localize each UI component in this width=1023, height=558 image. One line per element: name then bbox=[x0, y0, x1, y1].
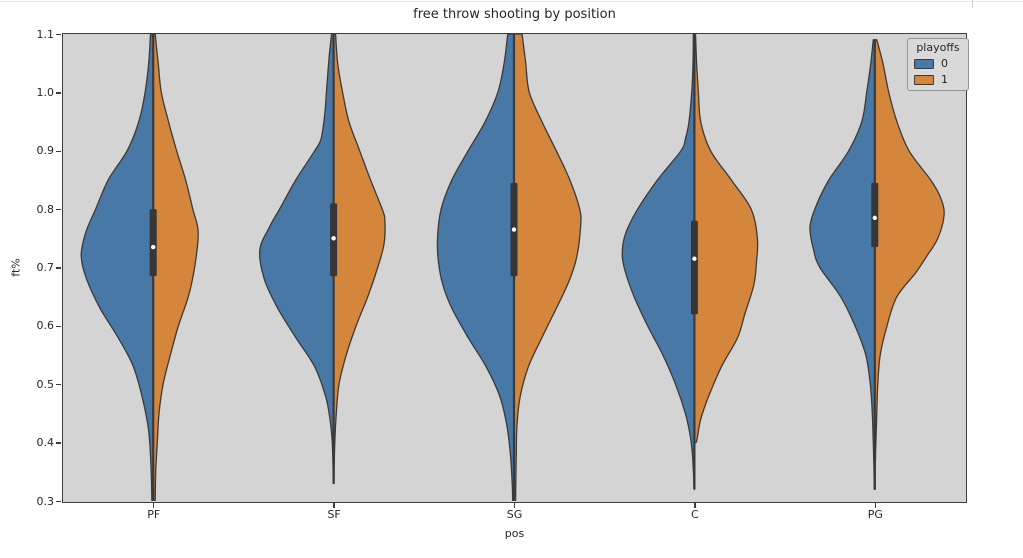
y-tick-label: 0.7 bbox=[36, 261, 55, 274]
y-tick-label: 0.3 bbox=[36, 494, 55, 508]
x-axis-label: pos bbox=[504, 527, 525, 540]
median-dot-PF bbox=[151, 244, 156, 250]
violin-SG-left bbox=[436, 34, 515, 501]
chart-title: free throw shooting by position bbox=[413, 7, 616, 22]
median-dot-SF bbox=[331, 236, 336, 241]
legend-entry-1: 1 bbox=[914, 73, 962, 86]
x-tick-mark bbox=[513, 503, 516, 508]
iqr-box-PF bbox=[149, 209, 157, 277]
window-edge-mark bbox=[972, 0, 973, 8]
iqr-box-PG bbox=[871, 182, 879, 248]
x-tick-mark bbox=[874, 503, 876, 508]
x-tick-mark bbox=[153, 503, 155, 508]
x-tick-label: PF bbox=[147, 508, 161, 521]
iqr-box-C bbox=[690, 220, 698, 315]
y-tick-label: 0.8 bbox=[36, 202, 55, 216]
y-tick-label: 0.6 bbox=[36, 319, 55, 333]
plot-area bbox=[62, 33, 967, 503]
y-axis-label: ft% bbox=[9, 258, 23, 277]
y-tick-label: 0.9 bbox=[36, 144, 55, 158]
whisker-line-PG bbox=[873, 39, 876, 490]
y-tick-mark bbox=[56, 208, 61, 211]
y-tick-mark bbox=[56, 150, 61, 152]
violin-PG-right bbox=[874, 39, 945, 490]
y-tick-mark bbox=[56, 384, 61, 386]
y-tick-mark bbox=[56, 267, 61, 269]
legend: playoffs 0 1 bbox=[907, 38, 969, 91]
x-tick-label: SG bbox=[506, 508, 523, 521]
x-tick-label: SF bbox=[327, 508, 341, 521]
violin-PF-right bbox=[152, 34, 199, 501]
x-tick-mark bbox=[694, 503, 696, 508]
legend-label-1: 1 bbox=[941, 73, 948, 86]
window-top-border bbox=[0, 1, 1023, 2]
violin-C-left bbox=[621, 34, 696, 490]
legend-swatch-orange bbox=[914, 74, 934, 85]
legend-title: playoffs bbox=[916, 41, 960, 54]
median-dot-C bbox=[692, 256, 697, 261]
legend-entry-0: 0 bbox=[914, 57, 962, 70]
x-tick-mark bbox=[333, 503, 335, 508]
violin-PG-left bbox=[809, 39, 876, 490]
violin-C-right bbox=[693, 34, 759, 444]
median-dot-PG bbox=[872, 215, 877, 221]
y-tick-mark bbox=[56, 325, 61, 328]
legend-swatch-blue bbox=[914, 58, 934, 69]
violin-SF-right bbox=[332, 34, 386, 485]
y-tick-label: 0.5 bbox=[36, 377, 55, 391]
violin-SG-right bbox=[513, 34, 582, 501]
y-tick-label: 1.0 bbox=[36, 85, 55, 99]
violin-PF-left bbox=[80, 34, 154, 501]
y-tick-mark bbox=[56, 92, 61, 94]
y-tick-mark bbox=[56, 500, 61, 503]
x-tick-label: C bbox=[691, 508, 699, 521]
x-tick-label: PG bbox=[867, 508, 883, 521]
y-tick-mark bbox=[56, 33, 61, 36]
legend-label-0: 0 bbox=[941, 57, 948, 70]
y-tick-label: 1.1 bbox=[36, 27, 55, 41]
median-dot-SG bbox=[511, 227, 517, 232]
y-tick-label: 0.4 bbox=[36, 436, 55, 450]
violin-chart bbox=[80, 34, 945, 501]
violin-SF-left bbox=[258, 34, 335, 485]
y-tick-mark bbox=[56, 442, 61, 444]
